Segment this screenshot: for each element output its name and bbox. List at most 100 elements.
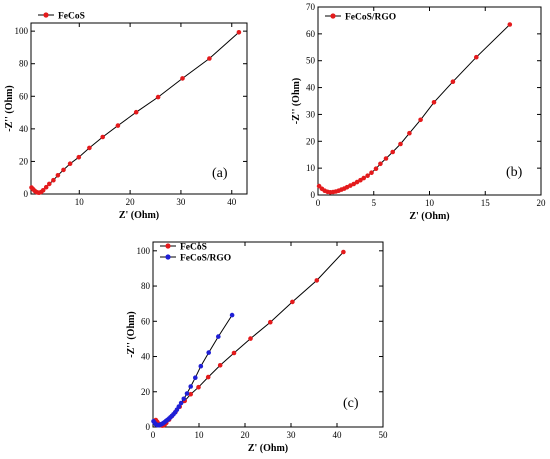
y-tick-label: 60 (141, 316, 151, 326)
y-tick-label: 60 (19, 91, 29, 101)
data-point (474, 54, 479, 60)
data-point (358, 177, 363, 183)
data-point (365, 173, 370, 178)
data-point (193, 375, 198, 381)
y-tick-label: 40 (141, 352, 151, 362)
legend-label: FeCoS (180, 243, 207, 253)
y-axis-label: -Z'' (Ohm) (126, 311, 137, 357)
data-point (155, 94, 161, 100)
chart-panel-c: 0 10 20 30 40 50 0 20 40 60 80 100 Z' (Ohm) -Z'' (Ohm… (126, 241, 388, 454)
panel-label: (c) (343, 396, 359, 411)
x-tick-label: 5 (372, 198, 377, 208)
y-axis-label: -Z'' (Ohm) (291, 78, 302, 124)
y-tick-label: 20 (306, 136, 316, 146)
data-point (398, 141, 403, 147)
data-point (507, 22, 513, 27)
y-tick-label: 60 (306, 29, 316, 39)
data-point (184, 391, 190, 396)
y-tick-label: 80 (19, 59, 29, 69)
x-tick-label: 40 (333, 430, 343, 440)
y-tick-label: 70 (306, 2, 316, 12)
data-point (361, 175, 367, 181)
y-tick-label: 0 (24, 189, 29, 199)
chart-panel-a: 10 20 30 40 0 20 40 60 80 100 Z' (Ohm) -Z'' (Ohm) Fe… (4, 12, 248, 221)
x-tick-label: 0 (316, 198, 321, 208)
data-point (390, 149, 396, 155)
y-tick-label: 50 (306, 56, 316, 66)
data-point (369, 170, 374, 175)
data-point (188, 391, 193, 397)
plot-frame (30, 22, 248, 195)
data-point (47, 181, 52, 187)
series-line (153, 314, 233, 426)
data-point (178, 400, 184, 406)
y-tick-label: 0 (311, 190, 316, 200)
series-fecos (29, 30, 242, 195)
data-point (373, 166, 379, 171)
data-point (198, 363, 204, 369)
legend-entry: FeCoS (160, 243, 207, 253)
data-point (378, 161, 383, 167)
x-tick-label: 10 (75, 197, 85, 207)
x-tick-label: 20 (537, 198, 547, 208)
legend-entry: FeCoS (38, 12, 85, 22)
panel-label: (b) (506, 165, 523, 180)
data-point (51, 177, 56, 183)
y-tick-label: 100 (137, 246, 151, 256)
data-point (61, 167, 66, 173)
series-line (318, 24, 511, 193)
data-point (431, 100, 437, 105)
legend-label: FeCoS/RGO (180, 254, 231, 264)
x-tick-label: 30 (287, 430, 297, 440)
legend-entry: FeCoS/RGO (325, 13, 396, 23)
data-point (314, 278, 320, 283)
x-tick-label: 40 (227, 197, 237, 207)
series-fecos-rgo (316, 22, 513, 195)
data-point (207, 56, 212, 61)
data-point (354, 179, 360, 185)
legend-marker (165, 243, 171, 249)
data-point (43, 184, 49, 190)
legend-marker (165, 254, 171, 260)
plot-frame (152, 241, 384, 428)
data-point (248, 336, 253, 341)
data-point (115, 123, 121, 128)
data-point (67, 161, 73, 166)
x-tick-label: 15 (481, 198, 491, 208)
x-tick-label: 10 (195, 430, 205, 440)
legend-marker (43, 12, 49, 18)
x-axis-label: Z' (Ohm) (119, 210, 159, 221)
x-tick-label: 20 (126, 197, 136, 207)
data-point (216, 334, 221, 339)
x-tick-label: 30 (176, 197, 186, 207)
data-point (181, 396, 187, 402)
data-point (229, 312, 235, 318)
data-point (87, 145, 92, 151)
x-tick-label: 0 (151, 430, 156, 440)
y-tick-label: 40 (306, 83, 316, 93)
y-tick-label: 30 (306, 109, 316, 119)
y-tick-label: 100 (15, 26, 29, 36)
chart-panel-b: 0 5 10 15 20 0 10 20 30 40 50 60 70 Z' (Ohm) -Z'' (Ohm… (291, 2, 546, 222)
y-tick-label: 0 (146, 422, 151, 432)
data-point (188, 384, 193, 389)
x-tick-label: 20 (241, 430, 251, 440)
data-point (196, 384, 201, 390)
data-point (205, 374, 211, 380)
y-tick-label: 20 (19, 156, 29, 166)
data-point (40, 188, 46, 193)
y-tick-label: 10 (306, 163, 316, 173)
data-point (450, 79, 456, 84)
legend-label: FeCoS/RGO (345, 13, 396, 23)
legend-marker (330, 13, 336, 19)
data-point (217, 363, 223, 368)
data-point (55, 173, 61, 178)
data-point (268, 319, 273, 325)
data-point (407, 130, 412, 136)
data-point (133, 109, 139, 115)
legend-entry: FeCoS/RGO (160, 254, 231, 264)
data-point (383, 156, 389, 161)
x-axis-label: Z' (Ohm) (248, 443, 288, 454)
data-point (236, 30, 242, 35)
